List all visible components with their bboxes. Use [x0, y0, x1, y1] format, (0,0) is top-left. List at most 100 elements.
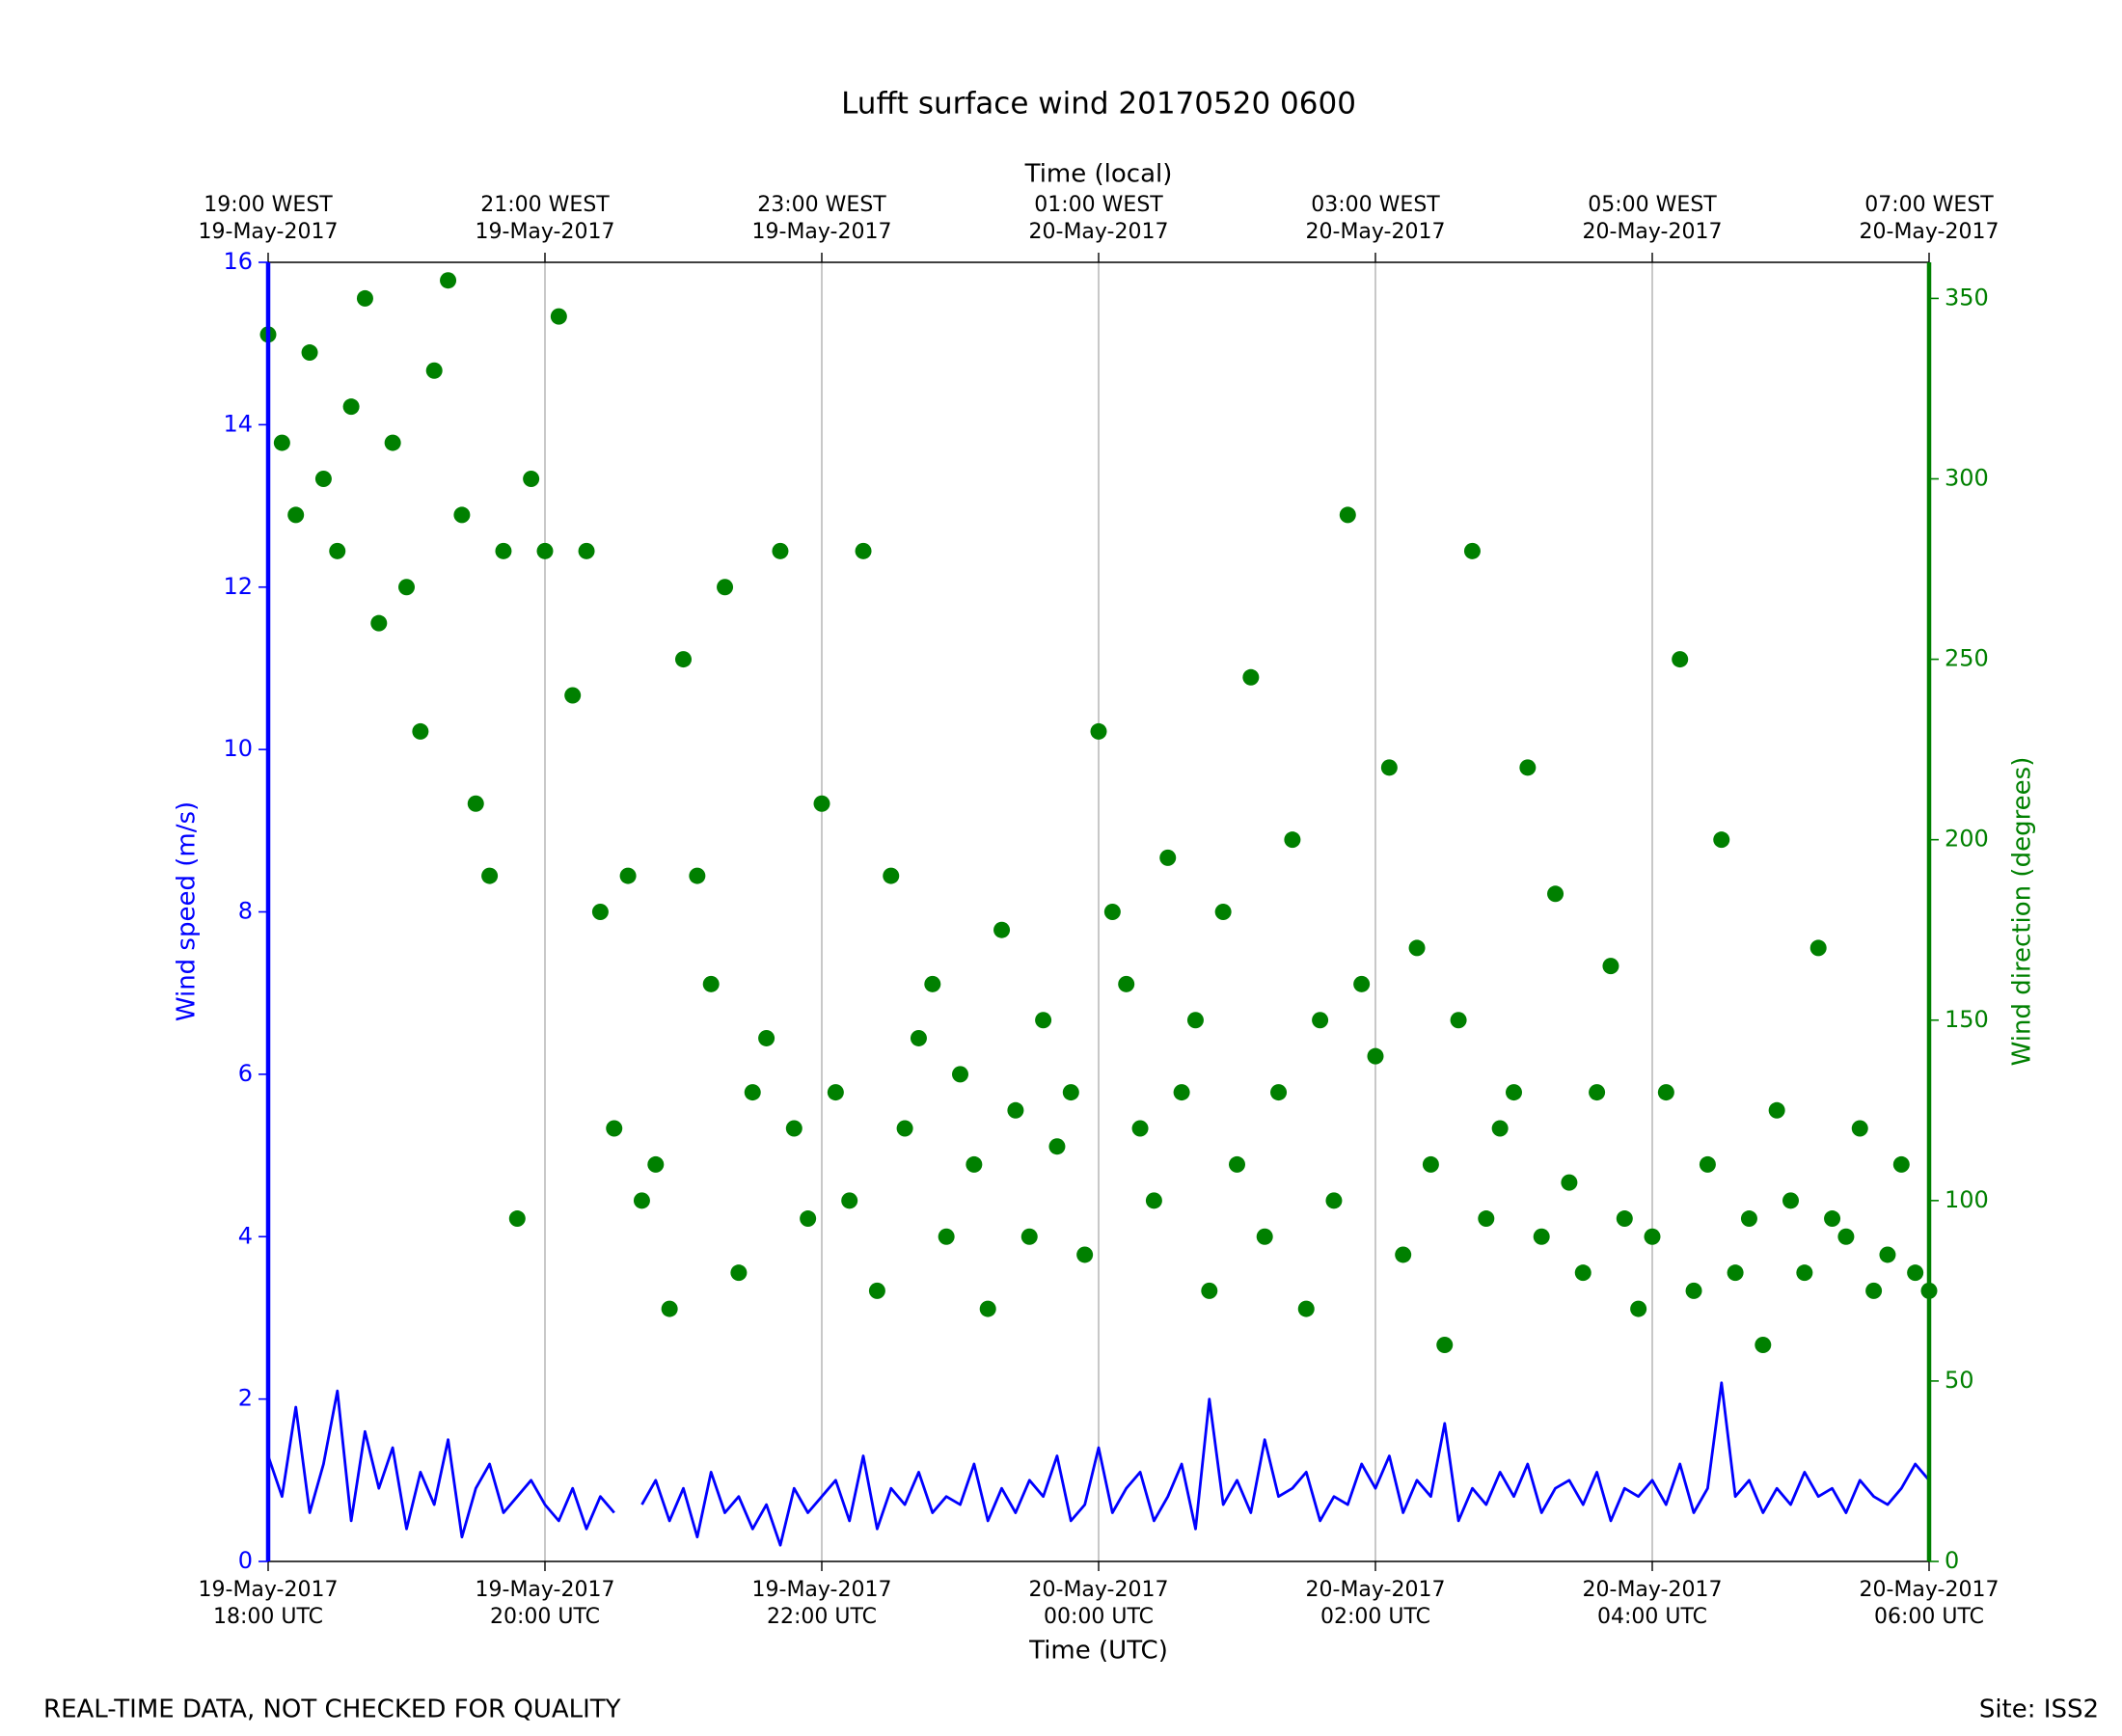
direction-point — [1768, 1101, 1785, 1119]
direction-point — [356, 289, 373, 307]
direction-point — [1353, 975, 1371, 992]
direction-point — [1408, 939, 1426, 957]
direction-point — [1782, 1192, 1799, 1209]
direction-point — [910, 1029, 927, 1046]
direction-point — [412, 722, 429, 740]
x-tick-label: 20-May-2017 02:00 UTC — [1305, 1578, 1446, 1629]
direction-point — [966, 1155, 983, 1173]
direction-point — [1380, 759, 1398, 776]
direction-point — [938, 1228, 955, 1245]
direction-point — [744, 1084, 761, 1101]
direction-point — [1325, 1192, 1343, 1209]
y-tick-label: 0 — [238, 1547, 253, 1574]
direction-point — [425, 362, 443, 379]
speed-line — [640, 1381, 1931, 1547]
direction-point — [314, 471, 332, 487]
direction-point — [883, 867, 900, 884]
direction-point — [633, 1192, 650, 1209]
direction-point — [1644, 1228, 1661, 1245]
direction-point — [1879, 1246, 1896, 1263]
direction-point — [550, 308, 567, 325]
direction-point — [1062, 1084, 1079, 1101]
direction-point — [1436, 1337, 1454, 1353]
direction-point — [301, 344, 318, 362]
direction-point — [1076, 1246, 1094, 1263]
direction-point — [689, 867, 706, 884]
x-tick-label: 20-May-2017 06:00 UTC — [1859, 1578, 2000, 1629]
direction-point — [1035, 1012, 1052, 1029]
direction-point — [1616, 1210, 1633, 1228]
direction-point — [785, 1120, 803, 1137]
direction-point — [1131, 1120, 1149, 1137]
direction-point — [1809, 939, 1827, 957]
direction-point — [1256, 1228, 1273, 1245]
x-tick-label: 19-May-2017 22:00 UTC — [751, 1578, 892, 1629]
direction-point — [1740, 1210, 1757, 1228]
direction-point — [1713, 831, 1730, 849]
speed-line — [266, 1389, 615, 1539]
x2-tick-label: 01:00 WEST 20-May-2017 — [1028, 193, 1169, 244]
direction-point — [481, 867, 499, 884]
direction-point — [1907, 1264, 1924, 1282]
y2-tick-label: 300 — [1945, 465, 1989, 492]
direction-point — [1367, 1047, 1384, 1065]
direction-point — [1007, 1101, 1024, 1119]
direction-point — [495, 542, 512, 559]
direction-point — [1574, 1264, 1592, 1282]
direction-point — [370, 614, 388, 632]
direction-point — [578, 542, 595, 559]
direction-point — [1020, 1228, 1038, 1245]
y2-axis-label: Wind direction (degrees) — [2008, 757, 2037, 1067]
y2-tick-label: 250 — [1945, 645, 1989, 672]
direction-point — [661, 1300, 678, 1317]
direction-point — [1186, 1012, 1204, 1029]
direction-point — [1796, 1264, 1813, 1282]
direction-point — [1463, 542, 1481, 559]
direction-point — [952, 1066, 968, 1083]
x-tick-label: 20-May-2017 00:00 UTC — [1028, 1578, 1169, 1629]
direction-point — [1824, 1210, 1841, 1228]
direction-point — [841, 1192, 858, 1209]
y2-tick-label: 0 — [1945, 1547, 1959, 1574]
direction-point — [924, 975, 941, 992]
direction-point — [591, 904, 609, 920]
direction-point — [1657, 1084, 1674, 1101]
direction-point — [1103, 904, 1121, 920]
direction-point — [1892, 1155, 1910, 1173]
direction-point — [772, 542, 789, 559]
site-label: Site: ISS2 — [1979, 1695, 2099, 1724]
chart-title: Lufft surface wind 20170520 0600 — [841, 87, 1356, 122]
direction-point — [440, 272, 457, 289]
direction-point — [619, 867, 637, 884]
direction-point — [1284, 831, 1301, 849]
direction-point — [1048, 1138, 1066, 1155]
direction-point — [1090, 722, 1107, 740]
x-tick-label: 20-May-2017 04:00 UTC — [1582, 1578, 1723, 1629]
direction-point — [1145, 1192, 1162, 1209]
direction-point — [1242, 668, 1260, 686]
direction-point — [329, 542, 346, 559]
direction-point — [1173, 1084, 1190, 1101]
direction-point — [1837, 1228, 1855, 1245]
direction-point — [453, 506, 471, 524]
direction-point — [1339, 506, 1356, 524]
y-tick-label: 4 — [238, 1222, 253, 1249]
direction-point — [1491, 1120, 1509, 1137]
y-tick-label: 16 — [223, 248, 253, 275]
direction-point — [800, 1210, 817, 1228]
direction-point — [1422, 1155, 1439, 1173]
direction-point — [1159, 849, 1177, 866]
direction-point — [1589, 1084, 1606, 1101]
y-tick-label: 2 — [238, 1385, 253, 1412]
direction-point — [730, 1264, 748, 1282]
x2-tick-label: 05:00 WEST 20-May-2017 — [1582, 193, 1723, 244]
y2-tick-label: 200 — [1945, 826, 1989, 853]
direction-point — [564, 687, 582, 704]
direction-point — [758, 1029, 775, 1046]
y-tick-label: 12 — [223, 573, 253, 600]
direction-point — [675, 651, 692, 668]
direction-point — [1312, 1012, 1329, 1029]
direction-point — [1851, 1120, 1868, 1137]
x2-tick-label: 03:00 WEST 20-May-2017 — [1305, 193, 1446, 244]
